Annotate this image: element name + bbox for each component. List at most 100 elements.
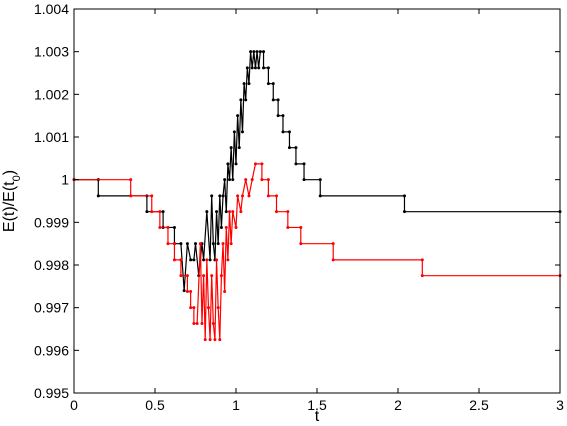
series-1-point [202,258,206,262]
series-2-point [266,178,270,182]
series-2-point [195,321,199,325]
x-axis-label: t [315,408,320,425]
x-tick-label: 1 [232,397,240,413]
series-2-point [216,306,220,310]
ticks-layer: 0 0.5 1 1.5 2 2.5 3 0.995 0.996 0.997 0.998 0.999 1 1… [34,1,564,413]
x-tick-label: 2.5 [469,397,489,413]
series-2-point [158,225,162,229]
series-1-point [262,50,266,54]
series-2-point [228,210,232,214]
y-tick-label: 0.999 [34,214,69,230]
series-2-line [74,163,560,340]
series-2-point [213,338,217,342]
y-tick-label: 1.003 [34,44,69,60]
series-1-point [228,178,232,182]
series-2-point [231,210,235,214]
series-2-point [244,178,248,182]
series-2-point [250,178,254,182]
series-2-point [286,210,290,214]
series-1-point [281,130,285,134]
series-1-point [224,210,228,214]
series-1-point [245,66,249,70]
series-layer [72,50,562,342]
series-2-point [420,258,424,262]
series-2-point [166,225,170,229]
series-1-point [276,114,280,118]
series-2-point [218,338,222,342]
series-1 [72,50,562,293]
series-1-point [250,66,254,70]
series-1-point [234,162,238,166]
series-2-point [208,338,212,342]
series-1-point [253,66,257,70]
series-1-point [402,194,406,198]
series-1-point [240,130,244,134]
series-2-point [206,306,210,310]
series-1-point [211,242,215,246]
series-2-point [198,242,202,246]
y-tick-label: 1.002 [34,86,69,102]
series-2-point [166,242,170,246]
series-2-point [239,210,243,214]
series-1-point [242,82,246,86]
series-2-point [331,258,335,262]
series-1-point [244,98,248,102]
series-1-point [302,162,306,166]
series-2-point [189,306,193,310]
series-2-point [203,338,207,342]
y-axis-label: E(t)/E(t0) [1,170,23,232]
series-2-point [260,178,264,182]
series-1-point [185,242,189,246]
series-1-point [96,194,100,198]
series-2-point [202,274,206,278]
series-1-point [287,146,291,150]
series-2-point [185,274,189,278]
series-1-point [221,194,225,198]
series-1-point [229,146,233,150]
x-tick-label: 1.5 [307,397,327,413]
series-1-point [302,178,306,182]
series-1-point [402,210,406,214]
series-2-point [275,194,278,198]
series-2-point [299,225,303,229]
series-1-point [255,50,259,54]
series-1-point [219,225,223,229]
y-tick-label: 1.004 [34,1,69,17]
series-2-point [420,274,424,278]
series-2-point [205,258,209,262]
series-2-point [150,210,154,214]
series-2-point [192,321,196,325]
y-tick-label: 1.001 [34,129,69,145]
series-2-point [158,210,162,214]
series-1-point [210,194,214,198]
series-2-point [219,274,223,278]
y-tick-label: 1 [61,172,69,188]
series-2-point [172,242,176,246]
series-1-point [161,210,165,214]
series-1-point [215,210,219,214]
series-1-point [232,130,236,134]
series-2-point [211,321,215,325]
series-1-point [258,50,262,54]
x-tick-label: 0 [70,397,78,413]
series-1-point [294,162,298,166]
series-1-line [74,51,560,291]
x-tick-label: 2 [394,397,402,413]
series-2-point [247,194,251,198]
series-2-point [200,321,204,325]
series-2-point [226,258,230,262]
series-2-point [234,225,238,229]
series-2-point [150,194,154,198]
series-2-point [179,258,183,262]
x-tick-label: 0.5 [145,397,165,413]
series-1-point [271,82,275,86]
x-tick-label: 3 [556,397,564,413]
y-tick-label: 0.995 [34,385,69,401]
series-1-point [205,210,209,214]
series-1-point [287,130,291,134]
series-1-point [239,98,243,102]
series-1-point [231,178,235,182]
series-2-point [185,289,189,293]
series-1-point [208,258,212,262]
series-1-point [271,98,275,102]
